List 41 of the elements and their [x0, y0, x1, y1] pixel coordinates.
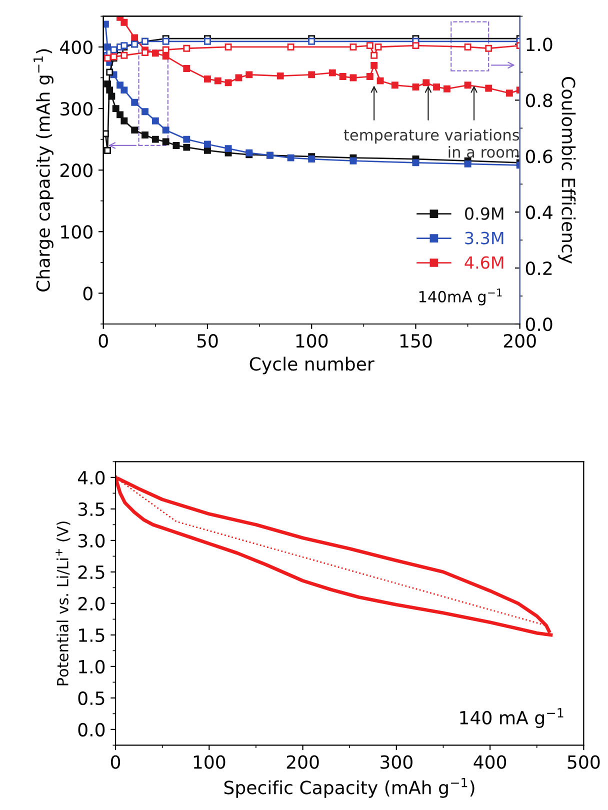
y-tick-label: 1.5 — [79, 628, 104, 642]
y-tick-label: 1.0 — [79, 660, 105, 674]
x-tick-label: 150 — [400, 334, 432, 348]
x-axis-title: Specific Capacity (mAh g$^{−1}$) — [224, 778, 474, 798]
y2-tick-label: 0.0 — [526, 317, 552, 332]
y-tick-label: 2.0 — [78, 596, 105, 611]
y2-tick-label: 0.6 — [526, 150, 552, 164]
y2-tick-label: 0.8 — [526, 94, 552, 108]
y-tick-label: 0.0 — [78, 722, 105, 737]
x-tick-label: 200 — [286, 755, 319, 769]
legend-label: 0.9M — [465, 207, 504, 220]
y-tick-label: 4.0 — [78, 470, 105, 485]
y-tick-label: 0 — [83, 286, 92, 300]
y-tick-label: 400 — [60, 40, 92, 54]
legend-label: 4.6M — [464, 256, 504, 269]
x-tick-label: 100 — [296, 334, 328, 348]
annotation: 140mA g$^{−1}$ — [419, 288, 502, 306]
y-tick-label: 300 — [60, 102, 92, 116]
y2-tick-label: 0.4 — [526, 206, 552, 220]
x-tick-label: 400 — [474, 755, 506, 769]
y-tick-label: 3.0 — [78, 534, 105, 548]
annotation: 140 mA g$^{−1}$ — [460, 708, 564, 728]
x-tick-label: 300 — [380, 755, 412, 769]
y-tick-label: 2.5 — [78, 565, 104, 580]
y2-axis-title: Coulombic Efficiency — [558, 77, 576, 264]
y-tick-label: 0.5 — [78, 691, 104, 706]
y2-tick-label: 0.2 — [526, 261, 552, 276]
x-tick-label: 200 — [504, 334, 536, 348]
annotation: temperature variations in a room — [344, 128, 520, 158]
y-axis-title: Charge capacity (mAh g$^{−1}$) — [34, 49, 54, 292]
x-tick-label: 500 — [568, 755, 600, 769]
y-tick-label: 200 — [60, 164, 92, 178]
x-tick-label: 0 — [110, 755, 120, 769]
legend-label: 3.3M — [465, 232, 504, 244]
x-tick-label: 100 — [194, 755, 226, 769]
x-tick-label: 50 — [197, 334, 218, 348]
y-axis-title: Potential vs. Li/Li$^{+}$ (V) — [56, 522, 70, 686]
y2-tick-label: 1.0 — [526, 38, 552, 52]
y-tick-label: 3.5 — [78, 502, 104, 516]
x-axis-title: Cycle number — [250, 356, 374, 374]
y-tick-label: 100 — [61, 225, 92, 239]
